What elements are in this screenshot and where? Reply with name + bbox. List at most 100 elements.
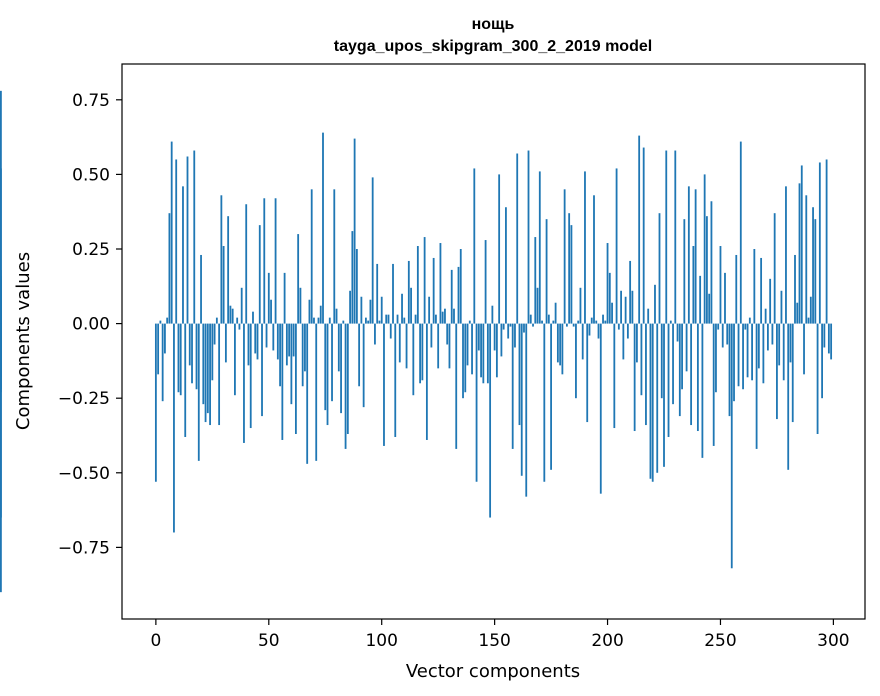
x-tick-label: 100 — [365, 631, 397, 651]
bar — [159, 320, 162, 324]
bar — [362, 323, 365, 408]
x-tick-label: 0 — [150, 631, 161, 651]
bar — [525, 323, 528, 497]
bar — [647, 308, 650, 324]
bar — [439, 243, 442, 324]
bar — [629, 260, 632, 324]
bar — [712, 323, 715, 446]
bar — [626, 323, 629, 339]
bar — [739, 141, 742, 324]
bar — [283, 272, 286, 324]
bar — [509, 323, 512, 327]
bar — [435, 314, 437, 324]
bar — [0, 168, 2, 324]
bar — [236, 317, 239, 324]
bar — [597, 323, 600, 339]
bar — [613, 323, 616, 429]
bar — [753, 249, 756, 324]
bar — [263, 198, 266, 324]
bar — [532, 323, 534, 327]
bar — [224, 323, 227, 363]
bar — [457, 266, 460, 324]
bar — [335, 308, 338, 324]
bar — [604, 320, 607, 324]
bar — [649, 323, 652, 479]
bar — [229, 305, 232, 324]
bar — [554, 302, 557, 324]
bar — [640, 323, 643, 396]
bar — [617, 323, 620, 330]
bar — [543, 323, 546, 482]
bar — [184, 323, 187, 437]
bar — [209, 323, 211, 426]
bar — [477, 323, 480, 351]
y-tick-label: −0.50 — [58, 464, 110, 484]
bar — [462, 323, 464, 399]
bar — [787, 323, 790, 470]
bar — [412, 323, 415, 396]
bar — [645, 323, 647, 426]
bar — [376, 263, 379, 324]
bar — [322, 132, 324, 324]
bar — [735, 254, 738, 324]
bar — [581, 323, 584, 360]
bar — [584, 171, 586, 324]
bar — [292, 323, 295, 357]
bar — [308, 299, 311, 324]
bar — [552, 320, 555, 324]
bar — [760, 257, 763, 324]
bar — [360, 296, 363, 324]
bar — [270, 299, 272, 324]
bar — [565, 323, 568, 327]
bar — [200, 254, 202, 324]
bar — [744, 323, 747, 330]
bar — [733, 323, 735, 402]
bar — [489, 323, 492, 518]
bar — [281, 323, 284, 440]
bar — [590, 317, 593, 324]
bar — [762, 323, 765, 384]
bar — [401, 293, 403, 324]
chart-subtitle: tayga_upos_skipgram_300_2_2019 model — [334, 38, 652, 55]
bar — [276, 323, 279, 360]
bar — [719, 246, 722, 324]
bar — [272, 323, 275, 351]
bar — [766, 323, 769, 351]
bar — [428, 296, 431, 324]
bar — [468, 320, 471, 324]
bar — [575, 323, 577, 399]
bar — [615, 168, 618, 324]
bar — [177, 323, 180, 393]
bar — [737, 323, 740, 387]
bar — [789, 323, 792, 363]
bar — [385, 314, 388, 324]
bar — [243, 323, 245, 443]
bar — [267, 272, 270, 324]
bar — [238, 323, 241, 330]
bar — [538, 171, 541, 324]
bar — [498, 174, 501, 324]
bar — [441, 311, 444, 324]
bar — [572, 323, 575, 327]
bar — [701, 323, 704, 458]
bar — [195, 323, 198, 390]
bar — [482, 323, 485, 384]
bar — [371, 177, 374, 324]
bar — [288, 323, 291, 357]
bar — [674, 150, 677, 324]
bar — [809, 296, 812, 324]
bar — [351, 231, 354, 324]
bar — [256, 323, 259, 360]
bar — [164, 323, 166, 354]
bar — [340, 323, 342, 414]
bar — [491, 305, 494, 324]
bar — [432, 257, 435, 324]
bar — [227, 216, 230, 324]
bar — [213, 323, 216, 345]
bar — [297, 234, 300, 324]
bar — [349, 290, 351, 324]
bar — [215, 317, 218, 324]
bar — [437, 323, 440, 369]
bar — [708, 293, 711, 324]
bar — [484, 240, 487, 324]
